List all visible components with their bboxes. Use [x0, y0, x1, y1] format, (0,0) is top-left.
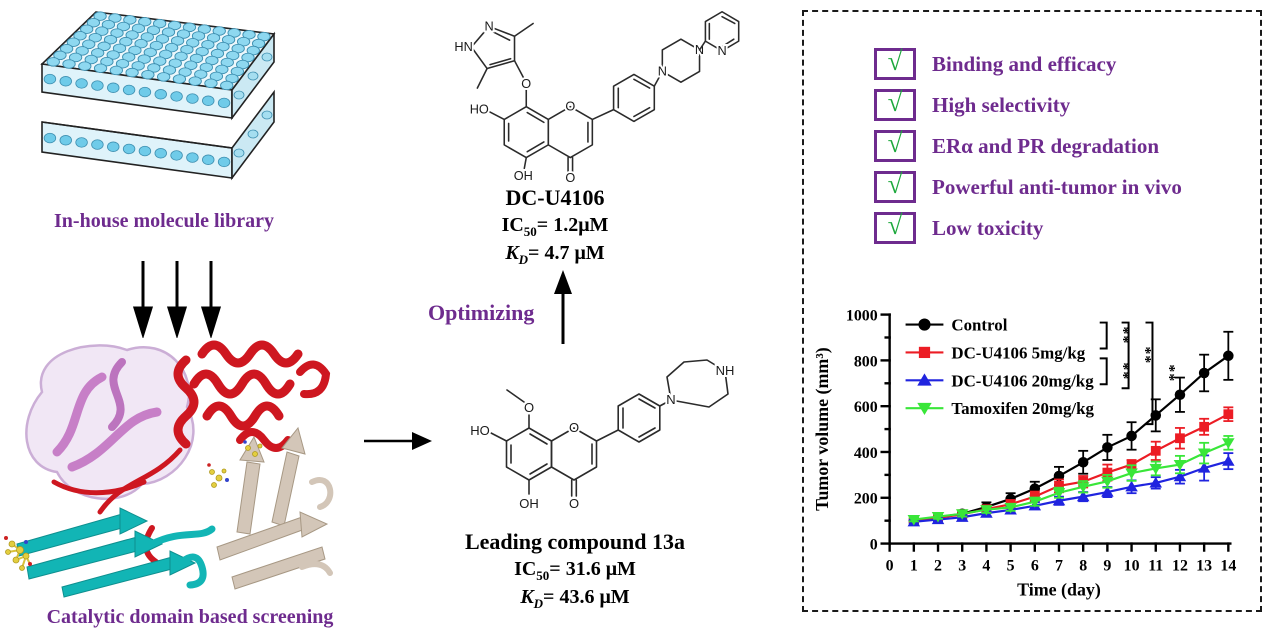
- molecule-structure-dc-u4106: HN N O HO OH O O N N N: [452, 10, 740, 186]
- atom-label: O: [569, 420, 579, 435]
- atom-label: HO: [470, 423, 490, 438]
- svg-text:400: 400: [854, 445, 878, 462]
- plate-wells: [43, 11, 273, 168]
- checklist-item-toxicity: √ Low toxicity: [874, 209, 1182, 244]
- results-dashed-box: √ Binding and efficacy √ High selectivit…: [802, 10, 1262, 612]
- legend-label: Control: [951, 316, 1007, 335]
- screening-label: Catalytic domain based screening: [46, 606, 334, 628]
- atom-label: HN: [454, 39, 472, 54]
- svg-text:3: 3: [958, 557, 966, 574]
- legend-label: Tamoxifen 20mg/kg: [951, 399, 1094, 418]
- significance-stars: **: [1115, 327, 1132, 345]
- svg-text:10: 10: [1124, 557, 1140, 574]
- compound-bottom-name: Leading compound 13a: [464, 529, 686, 554]
- ligand-sticks: [4, 440, 263, 571]
- compound-bottom-kd: KD= 43.6 μM: [520, 586, 630, 612]
- y-axis-label: Tumor volume (mm³): [812, 347, 833, 511]
- atom-label: NH: [716, 363, 735, 378]
- atom-label: N: [658, 63, 667, 78]
- svg-text:2: 2: [934, 557, 942, 574]
- checklist-item-antitumor: √ Powerful anti-tumor in vivo: [874, 168, 1182, 203]
- right-arrow-icon: [364, 432, 432, 450]
- legend-label: DC-U4106 5mg/kg: [951, 343, 1085, 362]
- checkbox-icon: √: [874, 45, 916, 80]
- checkbox-icon: √: [874, 168, 916, 203]
- chart-legend: Control DC-U4106 5mg/kg DC-U4106 20mg/kg Ta…: [905, 316, 1095, 418]
- atom-label: OH: [514, 168, 533, 183]
- significance-stars: **: [1115, 362, 1132, 380]
- compound-top-kd: KD= 4.7 μM: [505, 242, 605, 268]
- svg-text:0: 0: [870, 537, 878, 554]
- checklist-item-binding: √ Binding and efficacy: [874, 45, 1182, 80]
- x-axis-label: Time (day): [1017, 579, 1101, 600]
- checkmark-icon: √: [887, 127, 903, 158]
- svg-text:0: 0: [886, 557, 894, 574]
- svg-text:8: 8: [1079, 557, 1087, 574]
- atom-label: HO: [470, 102, 489, 117]
- checklist-item-selectivity: √ High selectivity: [874, 86, 1182, 121]
- series-DC-U4106 5mg/kg: [908, 406, 1234, 526]
- checklist-item-degradation: √ ERα and PR degradation: [874, 127, 1182, 162]
- up-arrow-icon: [554, 270, 572, 344]
- down-arrows-icon: [132, 261, 222, 338]
- svg-text:5: 5: [1007, 557, 1015, 574]
- atom-label: O: [524, 400, 534, 415]
- optimizing-label: Optimizing: [428, 300, 535, 325]
- svg-text:11: 11: [1148, 557, 1163, 574]
- atom-label: OH: [519, 496, 539, 511]
- checkmark-icon: √: [887, 209, 903, 240]
- atom-label: N: [717, 43, 726, 58]
- atom-label: O: [521, 76, 531, 91]
- svg-text:800: 800: [854, 353, 878, 370]
- compound-bottom-caption: Leading compound 13a IC50= 31.6 μM KD= 4…: [440, 528, 710, 613]
- compound-top-caption: DC-U4106 IC50= 1.2μM KD= 4.7 μM: [430, 184, 680, 269]
- library-label: In-house molecule library: [54, 210, 274, 232]
- checkbox-icon: √: [874, 86, 916, 121]
- atom-label: O: [565, 99, 575, 114]
- svg-text:12: 12: [1172, 557, 1188, 574]
- svg-text:9: 9: [1103, 557, 1111, 574]
- protein-structure-illustration: [4, 340, 334, 598]
- molecule-structure-13a: O HO OH O O N NH: [468, 359, 736, 513]
- atom-label: O: [569, 496, 579, 511]
- checkbox-icon: √: [874, 209, 916, 244]
- compound-bottom-ic50: IC50= 31.6 μM: [514, 557, 636, 583]
- atom-label: N: [666, 392, 675, 407]
- atom-label: O: [565, 170, 575, 185]
- series-Tamoxifen 20mg/kg: [907, 435, 1235, 526]
- checkmark-icon: √: [887, 86, 903, 117]
- checkmark-icon: √: [887, 168, 903, 199]
- svg-text:4: 4: [982, 557, 990, 574]
- svg-text:6: 6: [1031, 557, 1039, 574]
- svg-text:600: 600: [854, 399, 878, 416]
- compound-top-ic50: IC50= 1.2μM: [501, 213, 609, 239]
- svg-text:7: 7: [1055, 557, 1063, 574]
- atom-label: N: [484, 18, 493, 33]
- checkmark-icon: √: [887, 45, 903, 76]
- well-plate-illustration: [40, 11, 276, 181]
- checkbox-icon: √: [874, 127, 916, 162]
- svg-text:13: 13: [1196, 557, 1212, 574]
- significance-brackets: ** ** ** **: [1099, 321, 1177, 426]
- svg-text:200: 200: [854, 491, 878, 508]
- significance-stars: **: [1137, 346, 1154, 364]
- svg-text:1: 1: [910, 557, 918, 574]
- checklist: √ Binding and efficacy √ High selectivit…: [874, 45, 1182, 253]
- significance-stars: **: [1160, 364, 1177, 382]
- svg-text:1000: 1000: [846, 308, 878, 325]
- compound-top-name: DC-U4106: [505, 185, 605, 210]
- legend-label: DC-U4106 20mg/kg: [951, 371, 1094, 390]
- svg-text:14: 14: [1220, 557, 1236, 574]
